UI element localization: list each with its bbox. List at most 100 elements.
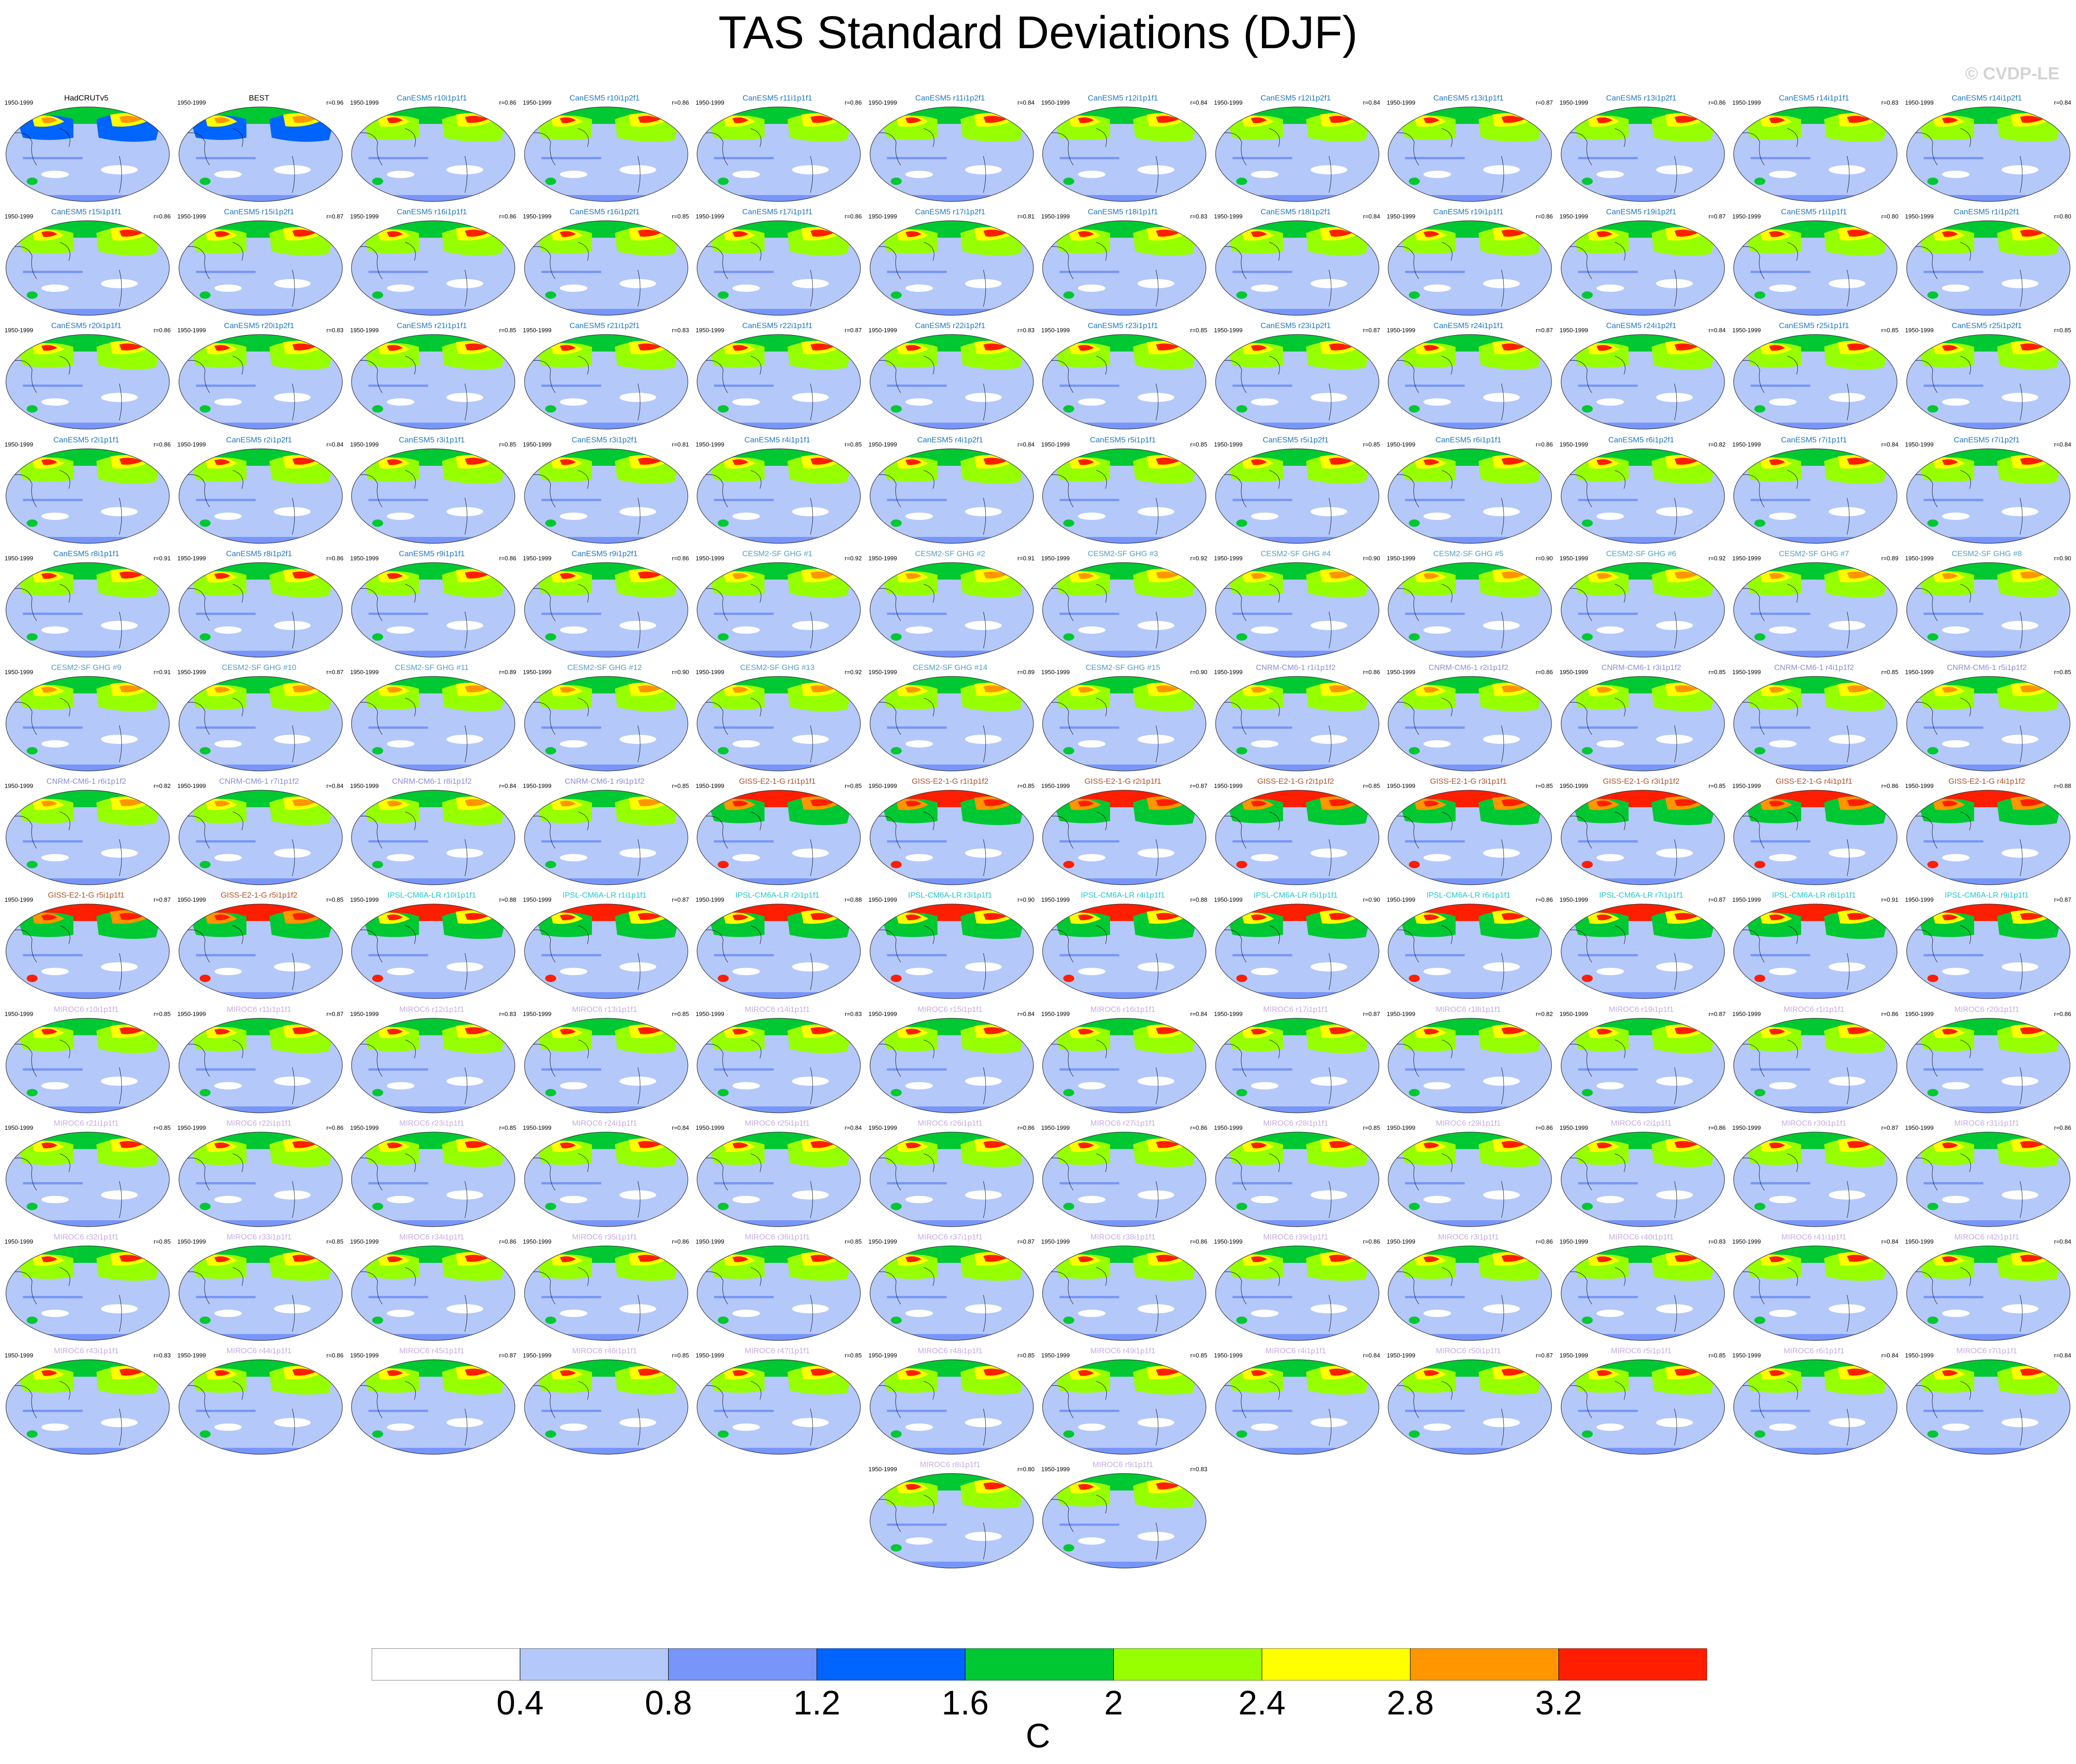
panel-title: IPSL-CM6A-LR r5i1p1f1 xyxy=(1253,891,1338,900)
colorbar-bin xyxy=(668,1648,817,1681)
coastlines xyxy=(186,128,295,193)
peak-variability xyxy=(1847,685,1870,692)
low-variability-patch xyxy=(1942,1423,1970,1431)
australia-field xyxy=(890,405,902,413)
panel-pattern-correlation: r=0.85 xyxy=(1708,782,1726,790)
low-variability-patch xyxy=(1596,968,1624,976)
map-panel: 1950-1999 CanESM5 r3i1p1f1 r=0.85 xyxy=(346,434,518,546)
panel-period: 1950-1999 xyxy=(1905,327,1934,334)
equatorial-pacific-band xyxy=(714,1296,774,1298)
low-variability-patch xyxy=(905,171,933,178)
panel-period: 1950-1999 xyxy=(1214,441,1243,448)
panel-pattern-correlation: r=0.92 xyxy=(1190,554,1207,562)
coastlines xyxy=(186,242,295,307)
map-border xyxy=(524,334,688,430)
panel-pattern-correlation: r=0.86 xyxy=(499,554,516,562)
panel-title: CanESM5 r25i1p2f1 xyxy=(1951,321,2022,330)
low-variability-patch xyxy=(214,285,242,292)
low-variability-patch xyxy=(1596,1423,1624,1431)
coastlines xyxy=(704,242,813,307)
map-panel: 1950-1999 MIROC6 r26i1p1f1 r=0.86 xyxy=(864,1117,1037,1229)
panel-title: GISS-E2-1-G r1i1p1f2 xyxy=(911,777,989,786)
world-map xyxy=(524,790,688,885)
australia-field xyxy=(1409,861,1420,869)
panel-title: MIROC6 r36i1p1f1 xyxy=(745,1233,810,1241)
low-variability-patch xyxy=(1423,626,1451,634)
colorbar-bin xyxy=(1410,1648,1559,1681)
low-variability-patch xyxy=(559,512,587,520)
coastlines xyxy=(1914,356,2022,421)
panel-pattern-correlation: r=0.86 xyxy=(672,99,689,106)
australia-field xyxy=(199,747,211,754)
map-panel: 1950-1999 CanESM5 r7i1p1f1 r=0.84 xyxy=(1728,434,1900,546)
equatorial-pacific-band xyxy=(1578,1182,1638,1184)
panel-pattern-correlation: r=0.83 xyxy=(499,1010,516,1017)
map-panel: 1950-1999 MIROC6 r6i1p1f1 r=0.84 xyxy=(1728,1345,1900,1457)
map-border xyxy=(869,676,1034,771)
australia-field xyxy=(1927,1202,1938,1210)
world-map xyxy=(1906,1017,2070,1113)
equatorial-pacific-band xyxy=(195,385,256,387)
panel-title: CNRM-CM6-1 r5i1p1f2 xyxy=(1947,663,2027,672)
panel-title: CanESM5 r17i1p2f1 xyxy=(915,207,986,217)
low-variability-patch xyxy=(387,626,414,634)
panel-pattern-correlation: r=0.87 xyxy=(1881,1124,1898,1131)
map-panel: 1950-1999 MIROC6 r42i1p1f1 r=0.84 xyxy=(1901,1231,2073,1343)
equatorial-pacific-band xyxy=(195,840,256,843)
map-panel: 1950-1999 GISS-E2-1-G r3i1p1f1 r=0.85 xyxy=(1382,775,1555,888)
peak-variability-na xyxy=(1596,687,1613,693)
low-variability-patch xyxy=(792,962,829,972)
low-variability-patch xyxy=(792,507,829,516)
world-map xyxy=(1560,1245,1725,1341)
panel-pattern-correlation: r=0.86 xyxy=(2054,1124,2071,1131)
peak-variability xyxy=(2020,343,2043,351)
figure-title: TAS Standard Deviations (DJF) xyxy=(718,7,1358,58)
low-variability-patch xyxy=(1769,1423,1797,1431)
coastlines xyxy=(532,242,640,307)
low-variability-patch xyxy=(905,968,933,976)
map-border xyxy=(178,106,343,202)
australia-field xyxy=(1063,519,1074,527)
equatorial-pacific-band xyxy=(1578,1410,1638,1412)
panel-pattern-correlation: r=0.83 xyxy=(1881,99,1898,106)
panel-title: MIROC6 r12i1p1f1 xyxy=(399,1005,464,1014)
map-panel: 1950-1999 CanESM5 r14i1p1f1 r=0.83 xyxy=(1728,92,1900,204)
low-variability-patch xyxy=(1769,1310,1797,1317)
australia-field xyxy=(1409,1317,1420,1324)
panel-pattern-correlation: r=0.87 xyxy=(153,896,171,904)
world-map xyxy=(1906,904,2070,999)
map-border xyxy=(6,676,170,771)
panel-title: CanESM5 r17i1p1f1 xyxy=(742,207,813,217)
coastlines xyxy=(13,356,122,421)
map-panel: 1950-1999 MIROC6 r9i1p1f1 r=0.83 xyxy=(1037,1458,1209,1571)
panel-title: MIROC6 r10i1p1f1 xyxy=(54,1005,119,1014)
world-map xyxy=(524,1017,688,1113)
australia-field xyxy=(1236,1202,1247,1210)
map-border xyxy=(697,334,861,430)
low-variability-patch xyxy=(1138,849,1174,858)
australia-field xyxy=(1063,178,1074,185)
map-border xyxy=(1733,562,1897,658)
equatorial-pacific-band xyxy=(23,612,83,615)
map-border xyxy=(178,562,343,658)
australia-field xyxy=(27,1202,38,1210)
low-variability-patch xyxy=(732,1082,760,1089)
peak-variability xyxy=(119,799,142,806)
world-map xyxy=(6,220,170,316)
world-map xyxy=(178,790,343,885)
panel-pattern-correlation: r=0.85 xyxy=(844,441,862,448)
panel-pattern-correlation: r=0.85 xyxy=(844,1352,862,1359)
equatorial-pacific-band xyxy=(1405,1296,1465,1298)
coastlines xyxy=(1914,698,2022,763)
map-panel: 1950-1999 CanESM5 r2i1p1f1 r=0.86 xyxy=(0,434,173,546)
peak-variability xyxy=(1847,571,1870,579)
map-border xyxy=(1733,448,1897,544)
panel-title: MIROC6 r16i1p1f1 xyxy=(1090,1005,1155,1014)
low-variability-patch xyxy=(732,1310,760,1317)
low-variability-patch xyxy=(1423,285,1451,292)
panel-period: 1950-1999 xyxy=(177,782,206,790)
world-map xyxy=(524,334,688,430)
world-map xyxy=(1042,1017,1206,1113)
panel-title: IPSL-CM6A-LR r8i1p1f1 xyxy=(1772,891,1856,900)
peak-variability-na xyxy=(1596,573,1613,579)
